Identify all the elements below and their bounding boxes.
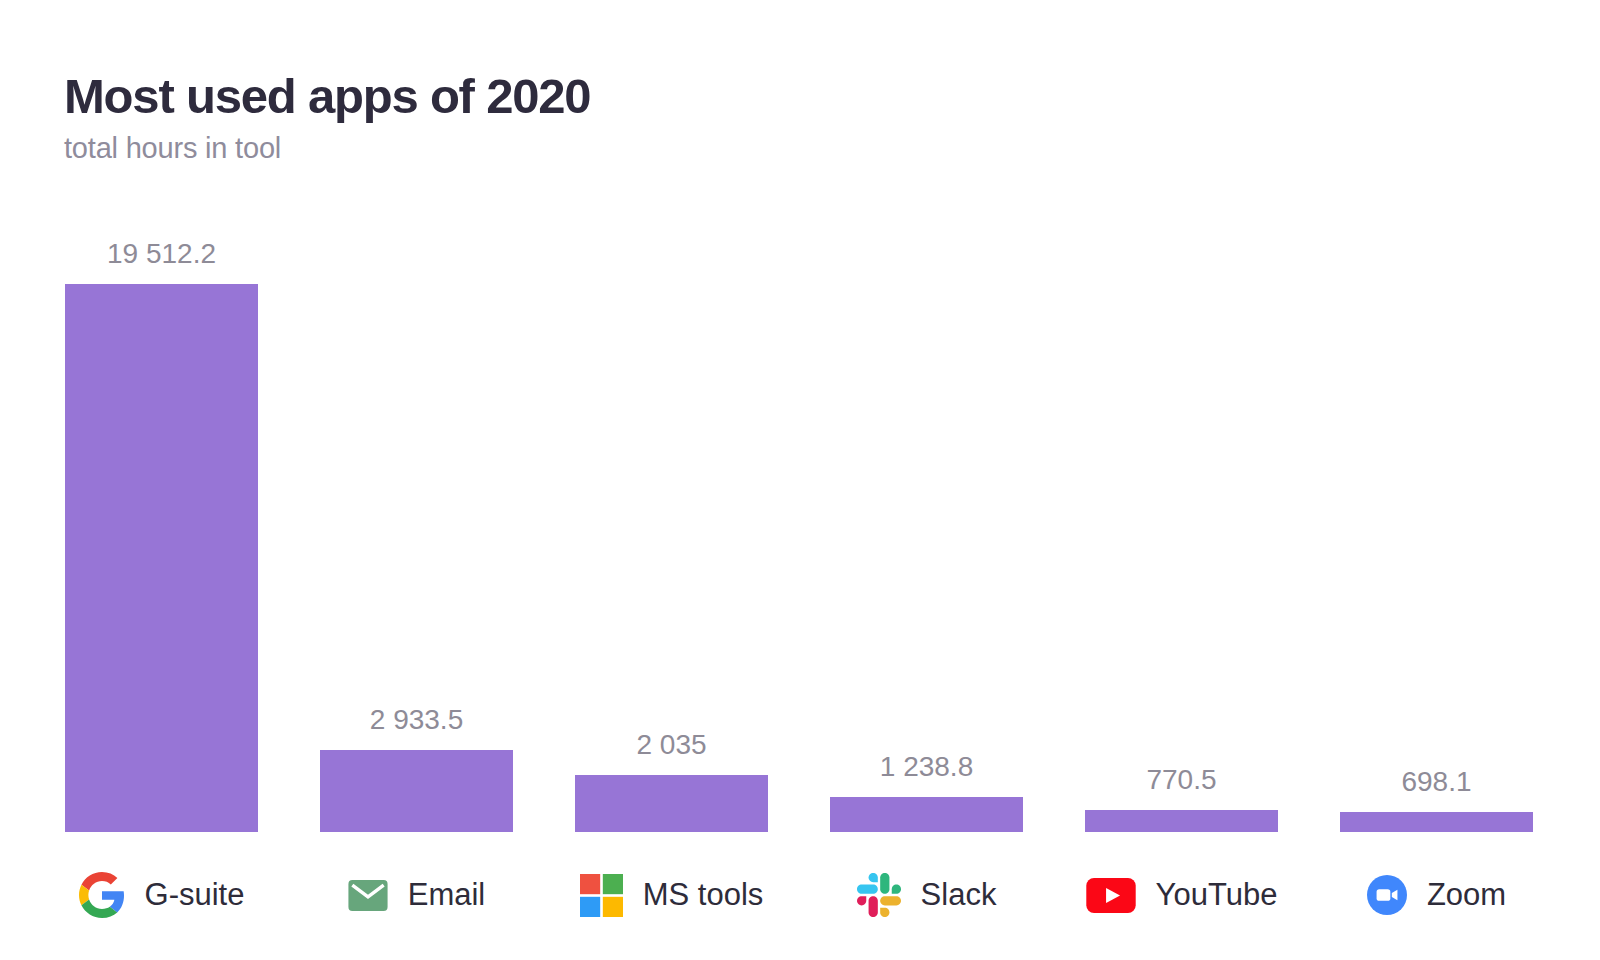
bar[interactable]: [830, 797, 1023, 832]
bar-column: 2 035: [575, 729, 768, 832]
chart-page: Most used apps of 2020 total hours in to…: [0, 0, 1600, 960]
bar-value-label: 770.5: [1146, 764, 1216, 796]
bar[interactable]: [1085, 810, 1278, 832]
chart-title: Most used apps of 2020: [64, 68, 590, 124]
chart-header: Most used apps of 2020 total hours in to…: [64, 68, 590, 165]
slack-icon: [857, 873, 901, 917]
bar-column: 698.1: [1340, 766, 1533, 832]
category-label: Email: [408, 877, 486, 913]
bar-column: 770.5: [1085, 764, 1278, 832]
category-label-group: MS tools: [575, 870, 768, 920]
category-label: YouTube: [1156, 877, 1278, 913]
email-icon: [348, 880, 388, 911]
bar[interactable]: [65, 284, 258, 832]
youtube-icon: [1086, 878, 1136, 913]
bar-column: 19 512.2: [65, 238, 258, 832]
category-label: MS tools: [643, 877, 764, 913]
microsoft-icon: [580, 874, 623, 917]
bar-column: 1 238.8: [830, 751, 1023, 832]
bar-chart: 19 512.2 2 933.5 2 035 1 238.8 770.5 698.1: [65, 238, 1533, 832]
chart-subtitle: total hours in tool: [64, 132, 590, 165]
google-icon: [79, 872, 125, 918]
bar[interactable]: [1340, 812, 1533, 832]
category-label: G-suite: [145, 877, 245, 913]
bar-column: 2 933.5: [320, 704, 513, 832]
category-label-group: G-suite: [65, 870, 258, 920]
bar-value-label: 19 512.2: [107, 238, 216, 270]
bar-value-label: 2 035: [636, 729, 706, 761]
category-label-group: YouTube: [1085, 870, 1278, 920]
category-label: Zoom: [1427, 877, 1506, 913]
category-label-group: Zoom: [1340, 870, 1533, 920]
bar-value-label: 698.1: [1401, 766, 1471, 798]
bar-value-label: 1 238.8: [880, 751, 973, 783]
bar[interactable]: [320, 750, 513, 832]
bar-value-label: 2 933.5: [370, 704, 463, 736]
bar[interactable]: [575, 775, 768, 832]
category-label-group: Slack: [830, 870, 1023, 920]
zoom-icon: [1367, 875, 1407, 915]
category-label: Slack: [921, 877, 997, 913]
category-axis: G-suite Email MS tools Slack YouTube Zoom: [65, 870, 1533, 920]
category-label-group: Email: [320, 870, 513, 920]
